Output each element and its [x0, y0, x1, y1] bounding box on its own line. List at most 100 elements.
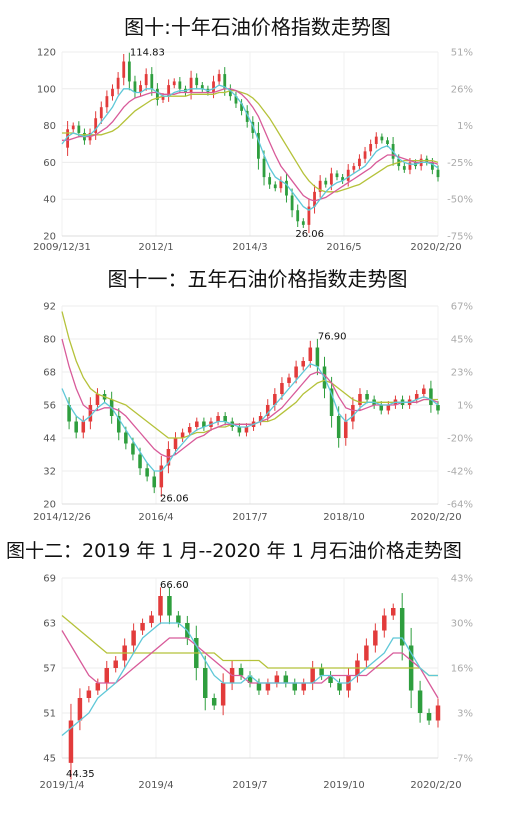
- candle-body: [319, 668, 324, 676]
- candle-body: [176, 615, 181, 623]
- candle-body: [156, 88, 159, 100]
- candle-body: [172, 81, 176, 86]
- candle-body: [116, 416, 121, 433]
- candle-body: [167, 85, 171, 97]
- candle-body: [133, 81, 137, 93]
- candle-body: [71, 125, 75, 130]
- candle-body: [429, 388, 433, 405]
- x-tick-label: 2016/5: [326, 242, 361, 253]
- y2-tick-label: -25%: [447, 158, 473, 169]
- candle-body: [189, 77, 193, 93]
- chart-title-ten-year: 图十:十年石油价格指数走势图: [124, 15, 391, 39]
- data-annotation: 66.60: [160, 580, 189, 591]
- candle-body: [105, 96, 109, 108]
- y-tick-label: 40: [43, 195, 56, 206]
- candle-body: [237, 427, 242, 433]
- candle-body: [373, 630, 378, 646]
- candle-body: [81, 421, 86, 433]
- candle-body: [336, 416, 341, 438]
- y-tick-label: 57: [43, 664, 56, 675]
- candle-body: [200, 85, 204, 89]
- one-year-chart: 69 63 57 51 45 43% 30% 16% 3% -7% 2019/1/4 2019/4 20…: [40, 574, 473, 792]
- y2-tick-label: 16%: [451, 664, 473, 675]
- candle-body: [358, 394, 362, 405]
- candle-body: [352, 166, 356, 170]
- candle-body: [279, 180, 283, 189]
- candle-body: [374, 136, 378, 144]
- candle-body: [216, 416, 220, 422]
- y2-tick-label: -75%: [447, 232, 473, 243]
- chart-title-one-year: 图十二：2019 年 1 月--2020 年 1 月石油价格走势图: [6, 540, 462, 562]
- candle-body: [399, 608, 405, 646]
- candle-body: [240, 103, 243, 111]
- candle-body: [335, 173, 339, 178]
- candle-body: [313, 191, 316, 207]
- candle-body: [74, 421, 78, 433]
- candle-body: [113, 660, 118, 668]
- candle-body: [283, 675, 289, 683]
- y-tick-label: 80: [43, 121, 56, 132]
- y2-tick-label: -20%: [447, 434, 473, 445]
- candle-body: [203, 668, 208, 698]
- candle-body: [329, 388, 334, 416]
- candle-body: [180, 432, 185, 438]
- y-tick-label: 45: [43, 754, 56, 765]
- y-tick-label: 32: [43, 467, 56, 478]
- x-tick-label: 2020/2/20: [410, 780, 461, 791]
- candle-body: [139, 85, 142, 93]
- candle-body: [161, 96, 165, 100]
- candle-body: [344, 421, 348, 438]
- y-tick-label: 100: [37, 84, 56, 95]
- candle-body: [122, 61, 126, 78]
- data-annotation: 26.06: [295, 229, 324, 240]
- candle-body: [245, 110, 249, 122]
- y2-tick-label: 3%: [457, 709, 473, 720]
- candle-body: [173, 438, 178, 449]
- data-annotation: 26.06: [160, 493, 189, 504]
- candle-body: [351, 405, 355, 422]
- candle-body: [315, 347, 320, 367]
- candle-body: [256, 683, 262, 691]
- y-tick-label: 44: [43, 434, 56, 445]
- candle-body: [144, 74, 148, 86]
- candle-body: [195, 421, 199, 427]
- candle-body: [358, 158, 361, 167]
- candle-body: [217, 74, 221, 82]
- candle-body: [145, 468, 149, 477]
- candle-body: [138, 454, 142, 469]
- candle-body: [346, 169, 350, 181]
- y2-tick-label: 26%: [451, 84, 473, 95]
- candle-body: [310, 668, 315, 683]
- candle-body: [131, 630, 136, 646]
- x-tick-label: 2019/7: [232, 780, 267, 791]
- candle-body: [95, 394, 100, 405]
- candle-body: [116, 77, 120, 89]
- x-tick-label: 2012/1: [138, 242, 173, 253]
- candle-body: [131, 443, 135, 455]
- data-annotation: 114.83: [130, 48, 165, 59]
- candle-body: [258, 416, 263, 422]
- x-tick-label: 2019/4: [138, 780, 173, 791]
- candle-body: [274, 675, 280, 683]
- candle-body: [301, 683, 306, 691]
- x-tick-label: 2020/2/20: [410, 512, 461, 523]
- candle-body: [308, 347, 313, 361]
- candle-body: [369, 144, 373, 152]
- five-year-chart: 92 80 68 56 44 32 20 67% 45% 23% 1% -20% -42% -64% 201…: [33, 302, 473, 524]
- candle-body: [365, 394, 369, 400]
- candle-body: [364, 645, 369, 661]
- candle-body: [337, 683, 342, 691]
- candle-body: [287, 377, 291, 383]
- candle-body: [296, 210, 300, 222]
- candle-body: [292, 683, 297, 691]
- y2-tick-label: 1%: [457, 401, 473, 412]
- y2-tick-label: 45%: [451, 335, 473, 346]
- series-line: [61, 338, 439, 458]
- candle-body: [414, 394, 419, 400]
- candle-body: [273, 394, 277, 405]
- candle-body: [124, 432, 128, 444]
- y2-tick-label: 67%: [451, 302, 473, 313]
- candle-body: [202, 421, 206, 427]
- candle-body: [66, 129, 70, 148]
- candle-body: [238, 668, 244, 676]
